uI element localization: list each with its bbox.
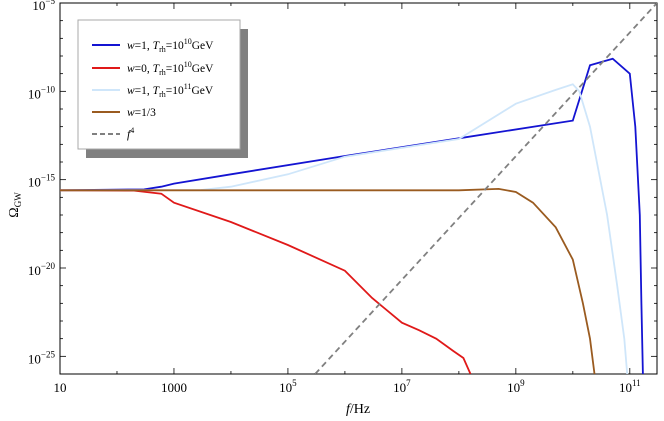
- y-tick-label: 10−5: [32, 0, 55, 13]
- x-axis-label: f/Hz: [346, 402, 370, 417]
- series-line-f4-reference: [314, 3, 657, 374]
- series-line-w1-trh1e11: [60, 83, 629, 374]
- y-tick-label: 10−10: [28, 84, 56, 101]
- x-tick-label: 1011: [619, 378, 641, 395]
- plot-frame: [59, 2, 658, 375]
- x-tick-label: 10: [54, 380, 67, 395]
- series-line-w0-trh1e10: [60, 189, 472, 374]
- series-line-w1-trh1e10: [60, 57, 644, 374]
- legend: w=1, Trh=1010GeV w=0, Trh=1010GeV w=1, T…: [77, 19, 248, 158]
- x-tick-labels: 10 1000 105 107 109 1011: [54, 378, 641, 395]
- series-line-w-one-third: [60, 187, 596, 374]
- x-tick-label: 105: [279, 378, 297, 395]
- y-axis-label: ΩGW: [7, 192, 23, 218]
- legend-entry-w0-trh1e10: w=0, Trh=1010GeV: [127, 60, 214, 77]
- legend-entry-w1-trh1e11: w=1, Trh=1011GeV: [127, 82, 214, 99]
- y-tick-label: 10−20: [28, 261, 56, 278]
- x-tick-label: 109: [507, 378, 525, 395]
- x-tick-label: 107: [393, 378, 411, 395]
- legend-box: [77, 19, 241, 150]
- y-tick-label: 10−15: [28, 173, 56, 190]
- x-tick-label: 1000: [161, 380, 187, 395]
- legend-entry-w1-trh1e10: w=1, Trh=1010GeV: [127, 37, 214, 54]
- axis-ticks: [59, 2, 657, 375]
- legend-entry-f4: f4: [127, 126, 134, 141]
- y-tick-label: 10−25: [28, 349, 56, 366]
- y-tick-labels: 10−25 10−20 10−15 10−10 10−5: [28, 0, 56, 366]
- legend-entry-w-one-third: w=1/3: [127, 107, 156, 119]
